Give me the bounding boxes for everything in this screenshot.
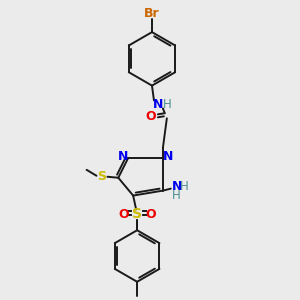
Text: H: H <box>172 189 181 202</box>
Text: S: S <box>97 170 106 183</box>
Text: S: S <box>132 207 142 221</box>
Text: O: O <box>146 110 156 123</box>
Text: H: H <box>163 98 171 111</box>
Text: N: N <box>118 150 128 164</box>
Text: Br: Br <box>144 7 160 20</box>
Text: O: O <box>118 208 129 221</box>
Text: H: H <box>180 180 189 193</box>
Text: N: N <box>153 98 163 111</box>
Text: N: N <box>163 150 173 164</box>
Text: N: N <box>172 180 182 193</box>
Text: O: O <box>146 208 156 221</box>
